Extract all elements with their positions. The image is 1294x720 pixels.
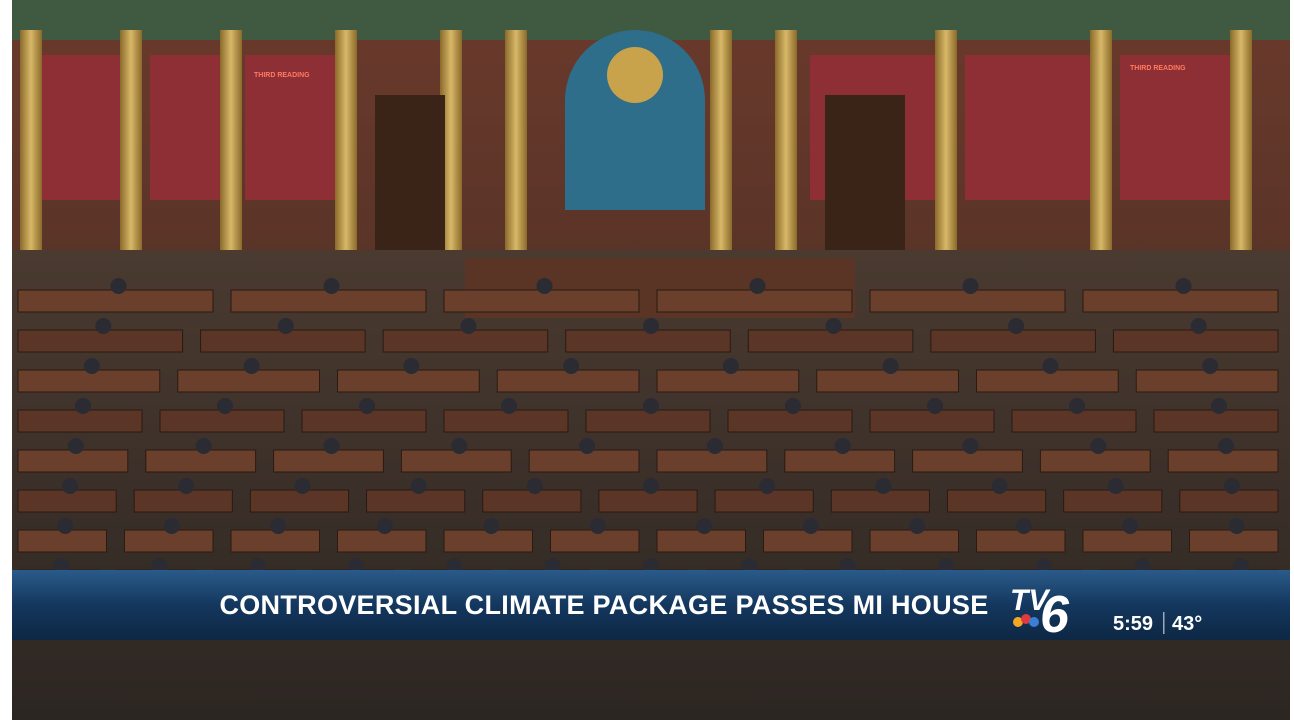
- legislator: [75, 398, 91, 414]
- legislator: [243, 358, 260, 374]
- lower-third: CONTROVERSIAL CLIMATE PACKAGE PASSES MI …: [12, 570, 1290, 644]
- legislator: [706, 438, 723, 454]
- legislator: [277, 318, 294, 334]
- column: [120, 30, 142, 260]
- temperature: 43°: [1172, 613, 1202, 635]
- column: [710, 30, 732, 260]
- red-panel: [1120, 55, 1240, 200]
- column: [505, 30, 527, 260]
- station-call: TV: [1010, 584, 1051, 617]
- legislator: [563, 358, 580, 374]
- sign: THIRD READING: [1130, 65, 1186, 72]
- legislator: [1042, 358, 1059, 374]
- red-panel: [40, 55, 130, 200]
- legislator: [1015, 518, 1032, 534]
- legislator: [163, 518, 180, 534]
- legislator: [909, 518, 926, 534]
- column: [220, 30, 242, 260]
- legislator: [57, 518, 74, 534]
- column: [1090, 30, 1112, 260]
- legislator: [536, 278, 553, 294]
- legislator: [643, 478, 659, 494]
- legislator: [501, 398, 517, 414]
- column: [20, 30, 42, 260]
- legislator: [1202, 358, 1219, 374]
- legislator: [526, 478, 543, 494]
- legislator: [1190, 318, 1207, 334]
- legislator: [1122, 518, 1139, 534]
- legislator: [882, 358, 899, 374]
- legislator: [270, 518, 287, 534]
- legislator: [67, 438, 84, 454]
- legislator: [589, 518, 606, 534]
- wall-panels: [20, 30, 1252, 260]
- legislator: [483, 518, 500, 534]
- seal-arch: [565, 30, 705, 210]
- legislator: [110, 278, 127, 294]
- banner: [12, 570, 1290, 640]
- legislator: [962, 278, 979, 294]
- column: [935, 30, 957, 260]
- legislator: [834, 438, 851, 454]
- legislator: [722, 358, 739, 374]
- legislator: [1211, 398, 1227, 414]
- legislator: [460, 318, 477, 334]
- legislator: [323, 438, 340, 454]
- legislator: [1090, 438, 1107, 454]
- legislator: [195, 438, 212, 454]
- legislator: [359, 398, 375, 414]
- legislator: [403, 358, 420, 374]
- legislator: [178, 478, 195, 494]
- legislator: [991, 478, 1008, 494]
- legislator: [1223, 478, 1240, 494]
- seal: [607, 47, 663, 103]
- column: [335, 30, 357, 260]
- legislator: [1218, 438, 1235, 454]
- legislator: [83, 358, 100, 374]
- legislator: [294, 478, 311, 494]
- legislator: [323, 278, 340, 294]
- legislator: [1107, 478, 1124, 494]
- legislator: [875, 478, 892, 494]
- peacock-logo: [1013, 614, 1039, 627]
- legislator: [696, 518, 713, 534]
- legislator: [217, 398, 233, 414]
- legislator: [95, 318, 112, 334]
- doorway: [375, 95, 445, 255]
- column: [1230, 30, 1252, 260]
- legislator: [579, 438, 596, 454]
- divider: [1163, 612, 1165, 634]
- legislator: [410, 478, 427, 494]
- legislator: [785, 398, 801, 414]
- legislator: [643, 398, 659, 414]
- time: 5:59: [1113, 613, 1153, 635]
- legislator: [643, 318, 659, 334]
- doorway: [825, 95, 905, 255]
- sign: THIRD READING: [254, 72, 310, 79]
- red-panel: [150, 55, 230, 200]
- legislator: [962, 438, 979, 454]
- legislator: [749, 278, 766, 294]
- legislator: [451, 438, 468, 454]
- red-panel: [245, 55, 340, 200]
- legislator: [376, 518, 393, 534]
- legislator: [825, 318, 842, 334]
- legislator: [1008, 318, 1025, 334]
- column: [775, 30, 797, 260]
- headline: CONTROVERSIAL CLIMATE PACKAGE PASSES MI …: [219, 590, 988, 620]
- legislator: [1175, 278, 1192, 294]
- legislator: [759, 478, 776, 494]
- station-number: 6: [1040, 586, 1070, 644]
- legislator: [927, 398, 943, 414]
- legislator: [1228, 518, 1245, 534]
- legislator: [1069, 398, 1085, 414]
- legislator: [802, 518, 819, 534]
- red-panel: [965, 55, 1090, 200]
- column: [440, 30, 462, 260]
- legislator: [62, 478, 79, 494]
